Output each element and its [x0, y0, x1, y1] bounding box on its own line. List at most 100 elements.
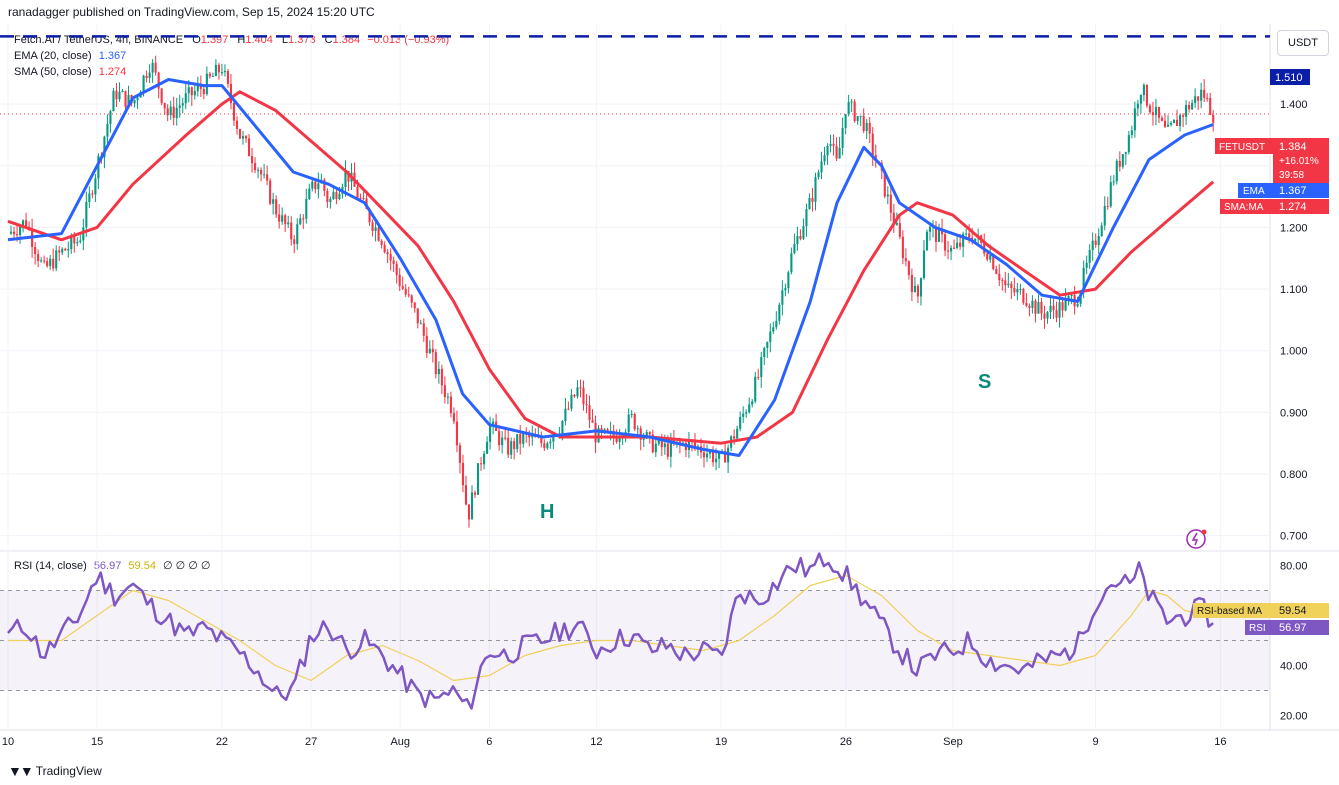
- low-label: L: [281, 34, 289, 46]
- candle-body: [1028, 305, 1031, 308]
- candle-body: [257, 169, 260, 171]
- candle-body: [1106, 205, 1109, 207]
- candle-body: [395, 263, 398, 275]
- candle-body: [1133, 108, 1136, 131]
- candle-body: [871, 133, 874, 156]
- candle-body: [157, 72, 160, 89]
- candle-body: [769, 331, 772, 343]
- rsi-tag: RSI 56.97: [1245, 620, 1329, 635]
- candle-body: [862, 115, 865, 131]
- rsi-ticks: 80.00 40.00 20.00: [1280, 561, 1308, 723]
- ema-legend-value: 1.367: [98, 50, 127, 62]
- candle-body: [362, 198, 365, 200]
- candle-body: [874, 155, 877, 162]
- candle-body: [781, 290, 784, 305]
- candle-body: [971, 237, 974, 242]
- candle-body: [317, 183, 320, 190]
- candle-body: [718, 452, 721, 459]
- candle-body: [407, 294, 410, 296]
- candle-body: [181, 103, 184, 106]
- candle-body: [1064, 298, 1067, 311]
- candle-body: [82, 227, 85, 241]
- candle-body: [1209, 97, 1212, 115]
- candle-body: [1127, 134, 1130, 153]
- candle-body: [251, 156, 254, 164]
- candle-body: [1166, 124, 1170, 127]
- sma-tag-value: 1.274: [1279, 201, 1307, 213]
- candle-body: [817, 172, 820, 177]
- candle-body: [645, 432, 648, 438]
- time-ticks: 10 15 22 27 Aug 6 12 19 26 Sep 9 16: [2, 736, 1227, 748]
- candle-body: [579, 387, 582, 389]
- symbol-name: Fetch.AI / TetherUS, 4h, BINANCE: [14, 34, 184, 46]
- candle-body: [989, 255, 992, 260]
- candle-body: [922, 250, 926, 279]
- symbol-tag-label: FETUSDT: [1219, 142, 1265, 153]
- candle-body: [175, 107, 178, 119]
- candle-body: [639, 428, 642, 440]
- time-tick-label: Aug: [390, 736, 410, 748]
- candle-body: [528, 433, 531, 438]
- footer-logo[interactable]: ▼▼ TradingView: [8, 763, 102, 779]
- candle-body: [510, 441, 513, 455]
- countdown: 39:58: [1279, 170, 1304, 181]
- candle-body: [127, 95, 130, 107]
- candle-body: [443, 385, 446, 398]
- candle-body: [775, 320, 778, 328]
- candle-body: [1148, 105, 1151, 113]
- level-tag-label: 1.510: [1275, 72, 1303, 84]
- candle-body: [570, 394, 573, 409]
- candle-body: [1172, 119, 1176, 124]
- candle-body: [492, 421, 495, 425]
- candle-body: [383, 244, 386, 253]
- candle-body: [356, 186, 359, 198]
- candle-body: [919, 278, 923, 297]
- candle-body: [25, 220, 28, 227]
- candle-body: [868, 122, 871, 134]
- candle-body: [85, 201, 88, 228]
- candle-body: [1001, 280, 1004, 282]
- candle-body: [1206, 97, 1209, 99]
- currency-button[interactable]: USDT: [1277, 30, 1329, 56]
- candle-body: [760, 357, 763, 378]
- time-tick-label: 10: [2, 736, 14, 748]
- sma-legend[interactable]: SMA (50, close) 1.274: [14, 66, 126, 78]
- candle-body: [323, 179, 326, 191]
- candle-body: [1040, 302, 1043, 314]
- candle-body: [332, 192, 335, 199]
- candle-body: [208, 73, 211, 77]
- candle-body: [455, 421, 458, 446]
- candle-body: [314, 181, 317, 190]
- candle-body: [479, 463, 483, 465]
- candle-body: [341, 186, 344, 194]
- rsi-ma-line: [8, 574, 1214, 682]
- candle-body: [1079, 291, 1082, 304]
- ema20-line: [7, 78, 1214, 457]
- candle-body: [666, 443, 669, 457]
- candle-body: [31, 229, 34, 247]
- candle-body: [12, 231, 16, 235]
- candle-body: [934, 226, 938, 242]
- candle-body: [287, 222, 290, 225]
- candle-body: [64, 248, 67, 251]
- candle-body: [1194, 96, 1197, 103]
- footer-brand: TradingView: [35, 764, 102, 778]
- candle-body: [585, 404, 588, 406]
- candle-body: [151, 62, 154, 73]
- ema-legend[interactable]: EMA (20, close) 1.367: [14, 50, 126, 62]
- candle-body: [1034, 300, 1037, 314]
- candle-body: [980, 235, 983, 243]
- candle-body: [419, 323, 422, 325]
- candle-body: [368, 209, 371, 223]
- rsi-legend-label: RSI (14, close): [14, 560, 87, 572]
- candle-body: [163, 103, 166, 109]
- candle-body: [841, 127, 844, 148]
- candle-body: [392, 260, 395, 264]
- candle-body: [558, 433, 561, 436]
- sma-tag: SMA:MA 1.274: [1220, 199, 1329, 214]
- rsi-legend[interactable]: RSI (14, close) 56.97 59.54 ∅ ∅ ∅ ∅: [14, 559, 211, 572]
- candle-body: [552, 435, 555, 442]
- candle-body: [916, 285, 919, 297]
- close-label: C: [324, 34, 333, 46]
